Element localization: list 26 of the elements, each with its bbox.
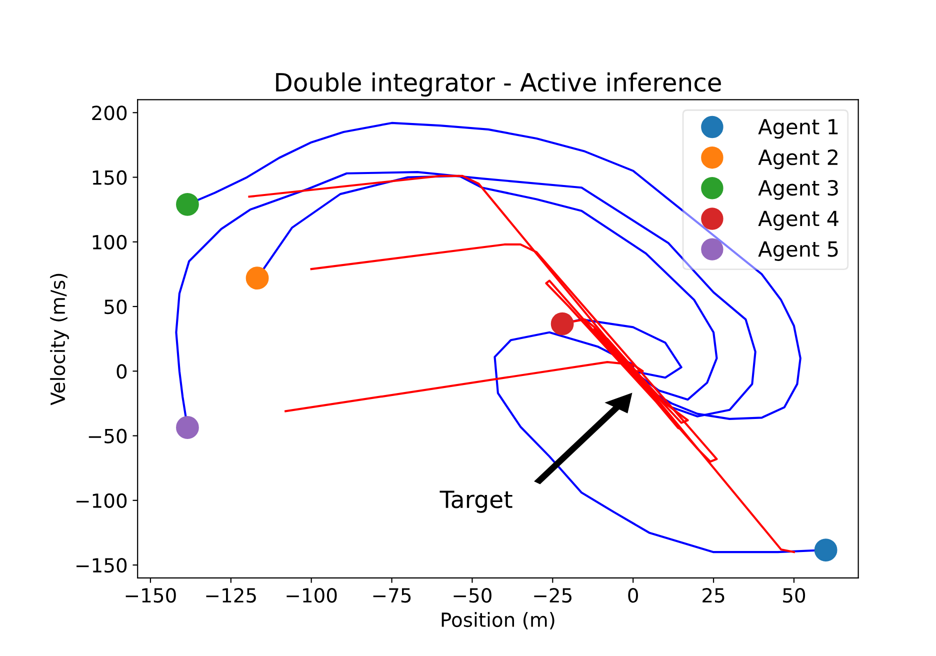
y-tick-label: 200: [92, 106, 127, 120]
x-tick-label: −150: [126, 588, 176, 603]
x-tick-label: 25: [702, 588, 724, 603]
y-tick-label: 100: [92, 234, 127, 250]
legend-label: Agent 5: [758, 241, 838, 261]
annotation: Target: [440, 490, 512, 513]
x-axis-title: Position (m): [442, 612, 554, 630]
y-tick-label: −100: [76, 493, 127, 508]
y-tick-label: 0: [116, 364, 127, 379]
x-tick-label: −125: [206, 588, 256, 603]
y-tick-label: 150: [92, 170, 127, 185]
y-axis-title: Velocity (m/s): [50, 274, 69, 406]
x-tick-label: −25: [534, 588, 572, 603]
x-tick-label: 0: [628, 588, 638, 603]
x-tick-label: 50: [783, 588, 806, 603]
x-tick-label: −100: [286, 588, 337, 603]
legend-label: Agent 4: [758, 210, 838, 230]
y-tick-label: 50: [104, 299, 127, 314]
x-tick-label: −75: [373, 588, 411, 603]
legend-label: Agent 1: [758, 119, 838, 139]
y-tick-label: −150: [76, 558, 127, 573]
legend-label: Agent 3: [758, 180, 838, 200]
chart-title: Double integrator - Active inference: [276, 72, 721, 97]
y-tick-label: −50: [88, 428, 127, 444]
legend-label: Agent 2: [758, 149, 838, 170]
x-tick-label: −50: [454, 588, 492, 603]
